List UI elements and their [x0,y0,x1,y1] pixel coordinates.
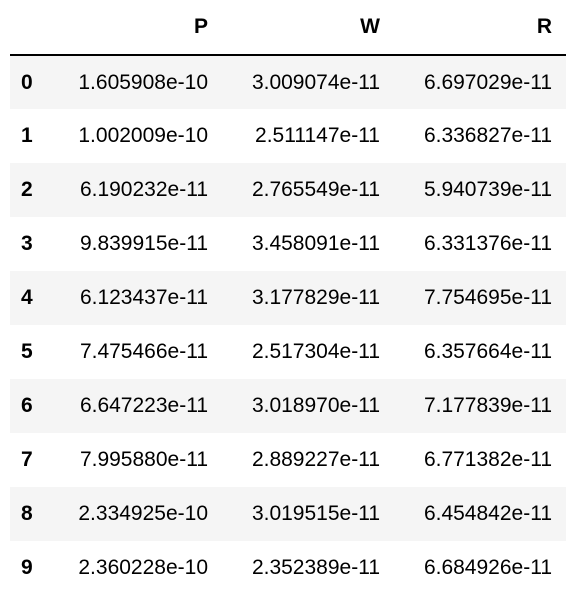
table-body: 0 1.605908e-10 3.009074e-11 6.697029e-11… [10,55,566,595]
table-row: 3 9.839915e-11 3.458091e-11 6.331376e-11 [10,217,566,271]
row-index: 7 [21,448,33,471]
table-row: 6 6.647223e-11 3.018970e-11 7.177839e-11 [10,379,566,433]
row-index: 2 [21,178,33,201]
table-row: 1 1.002009e-10 2.511147e-11 6.336827e-11 [10,109,566,163]
table-row: 0 1.605908e-10 3.009074e-11 6.697029e-11 [10,55,566,109]
cell-w: 2.889227e-11 [251,448,380,471]
cell-p: 7.475466e-11 [79,340,208,363]
cell-w: 3.458091e-11 [251,232,380,255]
table-row: 8 2.334925e-10 3.019515e-11 6.454842e-11 [10,487,566,541]
table-row: 2 6.190232e-11 2.765549e-11 5.940739e-11 [10,163,566,217]
cell-w: 3.019515e-11 [251,502,380,525]
cell-r: 6.771382e-11 [423,448,552,471]
column-header-w: W [222,0,394,56]
cell-r: 6.684926e-11 [423,556,552,579]
cell-r: 5.940739e-11 [423,178,552,201]
table-header: P W R [10,0,566,56]
row-index: 3 [21,232,33,255]
cell-p: 2.360228e-10 [78,556,208,579]
cell-w: 3.009074e-11 [251,70,380,94]
cell-r: 6.331376e-11 [423,232,552,255]
index-header [10,0,56,56]
cell-p: 6.647223e-11 [79,394,208,417]
cell-w: 3.018970e-11 [251,394,380,417]
cell-p: 2.334925e-10 [78,502,208,525]
cell-r: 6.336827e-11 [423,124,552,147]
cell-p: 6.190232e-11 [79,178,208,201]
cell-p: 7.995880e-11 [79,448,208,471]
cell-w: 2.765549e-11 [251,178,380,201]
table-row: 9 2.360228e-10 2.352389e-11 6.684926e-11 [10,541,566,595]
cell-w: 3.177829e-11 [251,286,380,309]
header-row: P W R [10,0,566,56]
row-index: 4 [21,286,33,309]
cell-r: 6.357664e-11 [423,340,552,363]
cell-r: 7.177839e-11 [423,394,552,417]
column-header-p: P [56,0,222,56]
cell-w: 2.352389e-11 [251,556,380,579]
cell-r: 7.754695e-11 [423,286,552,309]
column-header-r: R [394,0,566,56]
dataframe-output: P W R 0 1.605908e-10 3.009074e-11 6.6970… [10,0,566,595]
row-index: 0 [21,70,33,94]
cell-r: 6.697029e-11 [423,70,552,94]
cell-r: 6.454842e-11 [423,502,552,525]
cell-w: 2.511147e-11 [255,124,380,147]
dataframe-table: P W R 0 1.605908e-10 3.009074e-11 6.6970… [10,0,566,595]
row-index: 6 [21,394,33,417]
row-index: 9 [21,556,33,579]
row-index: 1 [21,124,33,147]
cell-p: 6.123437e-11 [79,286,208,309]
table-row: 4 6.123437e-11 3.177829e-11 7.754695e-11 [10,271,566,325]
table-row: 5 7.475466e-11 2.517304e-11 6.357664e-11 [10,325,566,379]
cell-p: 9.839915e-11 [79,232,208,255]
cell-p: 1.002009e-10 [78,124,208,147]
row-index: 5 [21,340,33,363]
row-index: 8 [21,502,33,525]
cell-w: 2.517304e-11 [251,340,380,363]
cell-p: 1.605908e-10 [78,70,208,94]
table-row: 7 7.995880e-11 2.889227e-11 6.771382e-11 [10,433,566,487]
